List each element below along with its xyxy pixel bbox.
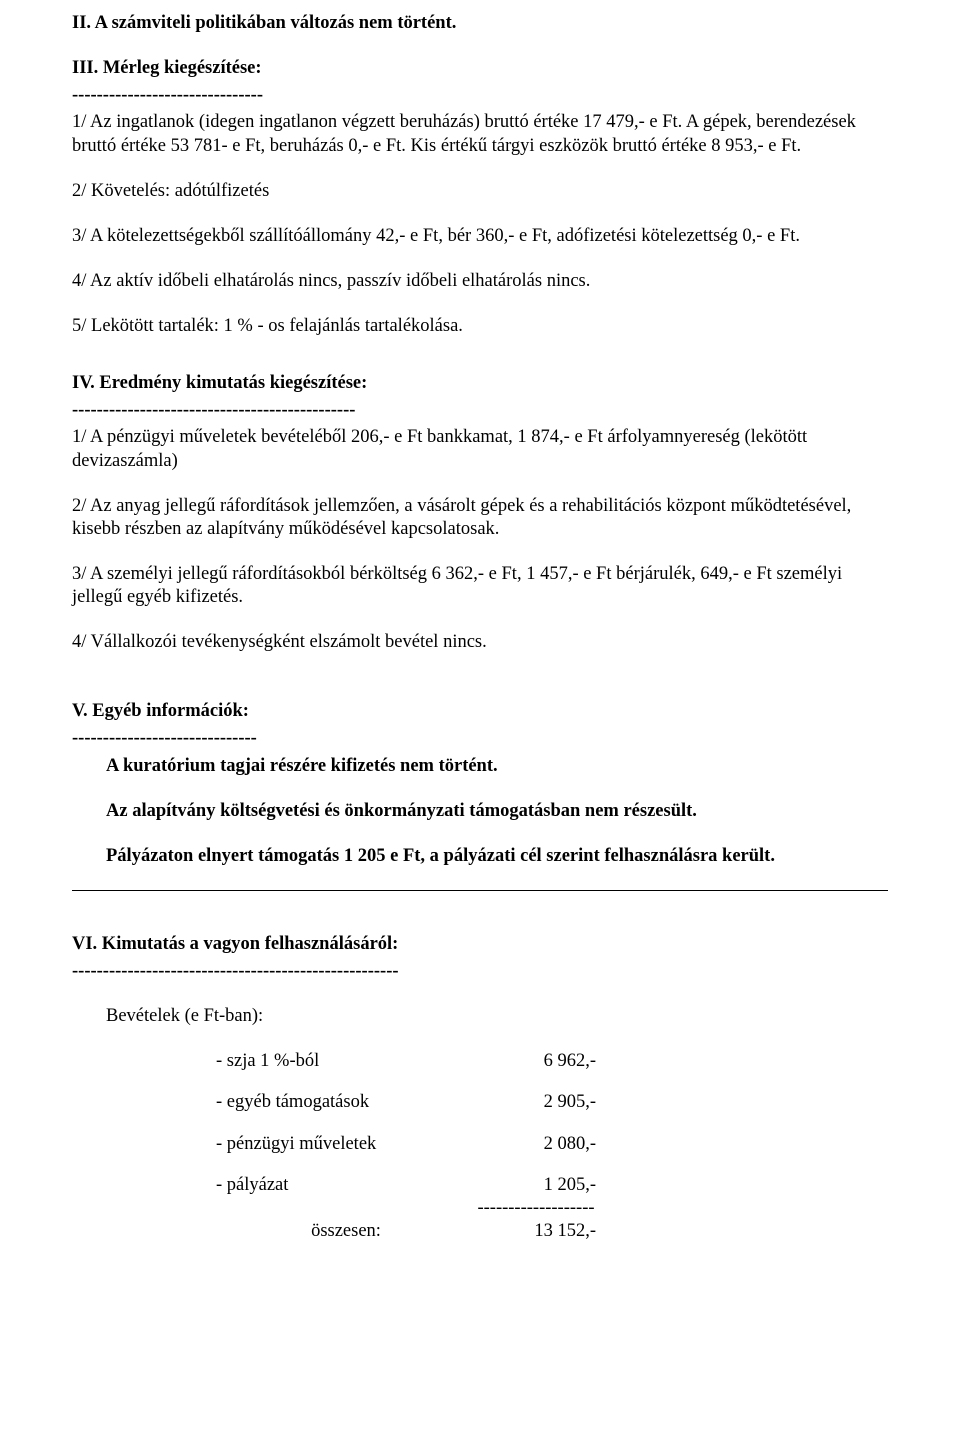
section-iv-dashes: ----------------------------------------… <box>72 399 888 422</box>
section-v-line3: Pályázaton elnyert támogatás 1 205 e Ft,… <box>72 845 888 868</box>
row-value: 6 962,- <box>476 1050 596 1073</box>
section-iv-p2: 2/ Az anyag jellegű ráfordítások jellemz… <box>72 495 888 541</box>
section-v-line1: A kuratórium tagjai részére kifizetés ne… <box>72 755 888 778</box>
section-iii-dashes: ------------------------------- <box>72 84 888 107</box>
sum-label: összesen: <box>216 1220 476 1243</box>
row-value: 2 080,- <box>476 1133 596 1156</box>
sum-value: 13 152,- <box>476 1220 596 1243</box>
table-row: - pályázat 1 205,- <box>216 1174 888 1197</box>
table-row: - szja 1 %-ból 6 962,- <box>216 1050 888 1073</box>
table-row: - egyéb támogatások 2 905,- <box>216 1091 888 1114</box>
section-v-dashes: ------------------------------ <box>72 727 888 750</box>
section-iii-p5: 5/ Lekötött tartalék: 1 % - os felajánlá… <box>72 315 888 338</box>
section-ii-heading: II. A számviteli politikában változás ne… <box>72 12 888 35</box>
bevetelek-table: - szja 1 %-ból 6 962,- - egyéb támogatás… <box>72 1050 888 1243</box>
table-row: - pénzügyi műveletek 2 080,- <box>216 1133 888 1156</box>
sum-row: összesen: 13 152,- <box>216 1220 888 1243</box>
section-iii-p1: 1/ Az ingatlanok (idegen ingatlanon végz… <box>72 111 888 157</box>
section-iii-p4: 4/ Az aktív időbeli elhatárolás nincs, p… <box>72 270 888 293</box>
section-iii-p3: 3/ A kötelezettségekből szállítóállomány… <box>72 225 888 248</box>
section-iv-p3: 3/ A személyi jellegű ráfordításokból bé… <box>72 563 888 609</box>
section-iv-p1: 1/ A pénzügyi műveletek bevételéből 206,… <box>72 426 888 472</box>
row-label: - pénzügyi műveletek <box>216 1133 476 1156</box>
section-vi-dashes: ----------------------------------------… <box>72 960 888 983</box>
section-iv-p4: 4/ Vállalkozói tevékenységként elszámolt… <box>72 631 888 654</box>
sub-rule: ------------------- <box>476 1197 596 1220</box>
row-value: 2 905,- <box>476 1091 596 1114</box>
section-iii-p2: 2/ Követelés: adótúlfizetés <box>72 180 888 203</box>
section-iii-heading: III. Mérleg kiegészítése: <box>72 57 888 80</box>
row-label: - szja 1 %-ból <box>216 1050 476 1073</box>
section-iv-heading: IV. Eredmény kimutatás kiegészítése: <box>72 372 888 395</box>
row-label: - egyéb támogatások <box>216 1091 476 1114</box>
bevetelek-label: Bevételek (e Ft-ban): <box>72 1005 888 1028</box>
section-vi-heading: VI. Kimutatás a vagyon felhasználásáról: <box>72 933 888 956</box>
section-v-line2: Az alapítvány költségvetési és önkormány… <box>72 800 888 823</box>
row-value: 1 205,- <box>476 1174 596 1197</box>
sub-rule-row: ------------------- <box>216 1197 888 1220</box>
row-label: - pályázat <box>216 1174 476 1197</box>
section-v-heading: V. Egyéb információk: <box>72 700 888 723</box>
